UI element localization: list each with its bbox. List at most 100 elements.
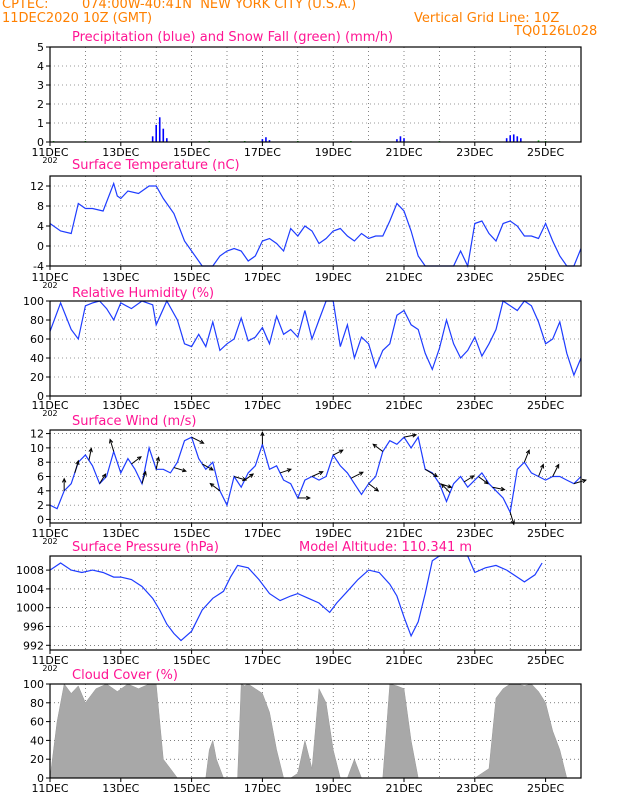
wind-arrow: [244, 473, 255, 481]
x-tick-label: 19DEC: [315, 399, 352, 412]
wind-arrow-head: [155, 456, 161, 462]
panel-frame: [49, 683, 582, 779]
panel-subtitle: Model Altitude: 110.341 m: [299, 540, 472, 555]
x-tick-label: 11DEC: [31, 527, 68, 540]
x-tick-label: 17DEC: [244, 271, 281, 284]
precip-bar: [403, 138, 405, 142]
wind-arrow-head: [61, 477, 67, 483]
x-tick-label: 25DEC: [527, 399, 564, 412]
y-tick-label: 0: [37, 513, 44, 526]
y-tick-label: 2: [37, 98, 44, 111]
wind-arrow-head: [305, 495, 311, 501]
wind-arrow-shaft: [109, 439, 115, 452]
panel-1: Precipitation (blue) and Snow Fall (gree…: [31, 30, 582, 165]
wind-arrow: [155, 456, 161, 470]
wind-arrow-head: [433, 472, 439, 478]
precip-bar: [166, 138, 168, 142]
panel-title: Precipitation (blue) and Snow Fall (gree…: [72, 30, 393, 45]
wind-arrow-shaft: [523, 450, 530, 463]
wind-arrow: [61, 477, 67, 491]
x-tick-label: 11DEC: [31, 654, 68, 667]
wind-arrow-head: [411, 433, 418, 438]
wind-arrow-shaft: [191, 436, 204, 444]
x-tick-label: 21DEC: [385, 146, 422, 159]
x-tick-label: 19DEC: [315, 782, 352, 795]
wind-arrow-head: [374, 487, 380, 492]
x-tick-label: 21DEC: [385, 527, 422, 540]
wind-arrow: [173, 467, 187, 473]
precip-bar: [158, 117, 161, 142]
x-tick-label: 21DEC: [385, 654, 422, 667]
wind-arrow-shaft: [403, 434, 417, 438]
x-tick-label: 19DEC: [315, 146, 352, 159]
wind-arrow-head: [447, 484, 453, 489]
panel-3: Relative Humidity (%) 0 20 40 60 80 100 11DEC 13…: [23, 286, 582, 418]
wind-arrow-shaft: [509, 512, 515, 525]
precip-bar: [396, 139, 398, 142]
wind-arrow-head: [101, 473, 107, 479]
x-tick-label: 25DEC: [527, 146, 564, 159]
wind-arrow-head: [249, 473, 255, 478]
wind-arrow-head: [581, 478, 587, 484]
x-tick-label: 11DEC: [31, 271, 68, 284]
y-tick-label: 992: [23, 639, 44, 652]
data-line: [49, 181, 582, 268]
wind-arrow: [573, 478, 587, 485]
y-tick-label: 1008: [16, 564, 44, 577]
wind-arrow-shaft: [478, 476, 489, 485]
header-grid-note: Vertical Grid Line: 10Z: [414, 11, 560, 26]
x-tick-label: 19DEC: [315, 271, 352, 284]
wind-arrow-head: [318, 471, 324, 476]
x-tick-label: 17DEC: [244, 146, 281, 159]
precip-bar: [509, 135, 511, 142]
x-tick-label: 15DEC: [173, 527, 210, 540]
wind-arrow: [74, 459, 80, 474]
wind-arrow-head: [142, 470, 147, 476]
y-tick-label: 3: [37, 79, 44, 92]
wind-arrow: [372, 443, 384, 452]
y-tick-label: 10: [30, 442, 44, 455]
x-tick-label: 15DEC: [173, 271, 210, 284]
cloud-cover-area: [49, 683, 581, 779]
y-tick-label: 0: [37, 772, 44, 785]
x-tick-label: 21DEC: [385, 271, 422, 284]
wind-arrow-head: [208, 466, 214, 471]
wind-arrow-head: [440, 483, 446, 489]
precip-bar: [505, 138, 508, 142]
x-tick-label: 13DEC: [102, 654, 139, 667]
y-tick-label: 8: [37, 200, 44, 213]
x-tick-label: 25DEC: [527, 527, 564, 540]
wind-arrow-shaft: [201, 463, 214, 471]
y-tick-label: 1: [37, 117, 44, 130]
wind-arrow-shaft: [74, 460, 79, 474]
wind-arrow-shaft: [99, 473, 106, 484]
x-tick-label: 13DEC: [102, 399, 139, 412]
wind-arrow-shaft: [279, 468, 292, 474]
x-tick-label: 11DEC: [31, 782, 68, 795]
wind-arrow-head: [260, 431, 265, 437]
wind-arrow-head: [199, 439, 205, 444]
wind-arrow-shaft: [173, 467, 187, 472]
precip-bar: [399, 136, 402, 142]
y-tick-label: 2: [37, 499, 44, 512]
wind-arrow-shaft: [233, 476, 247, 481]
wind-arrow: [141, 470, 147, 484]
wind-arrow: [552, 463, 560, 477]
y-tick-label: 0: [37, 136, 44, 149]
y-tick-label: 80: [30, 697, 44, 710]
header-location: 074:00W-40:41N NEW YORK CITY (U.S.A.): [82, 0, 357, 12]
precip-bar: [162, 128, 165, 142]
precip-bar: [520, 138, 522, 142]
header-run: 11DEC2020 10Z (GMT): [2, 11, 153, 26]
x-tick-label: 13DEC: [102, 782, 139, 795]
panel-title: Cloud Cover (%): [72, 668, 178, 683]
panel-6: Cloud Cover (%) 0 20 40 60 80 100 11DEC 13DEC 15D…: [23, 668, 582, 795]
header-code: TQ0126L028: [514, 24, 598, 39]
wind-arrow: [260, 431, 265, 445]
year-stub: 202: [42, 409, 57, 418]
y-tick-label: 60: [30, 333, 44, 346]
wind-arrow: [478, 476, 489, 485]
x-tick-label: 17DEC: [244, 782, 281, 795]
panel-title: Surface Pressure (hPa): [72, 540, 219, 555]
